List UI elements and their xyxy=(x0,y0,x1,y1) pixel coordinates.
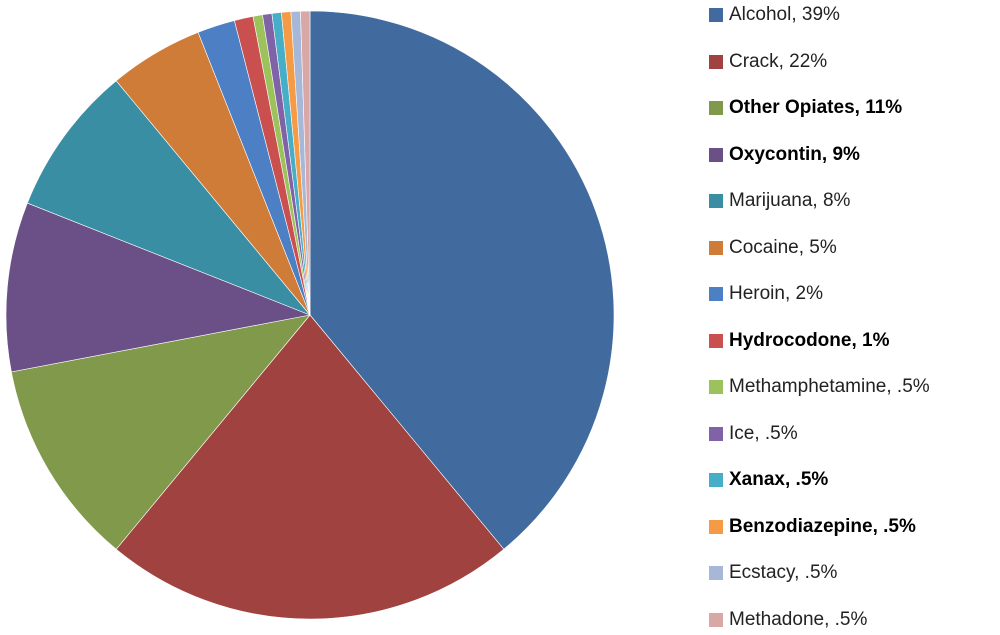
pie-slice-0 xyxy=(309,10,615,550)
legend-label: Crack, 22% xyxy=(729,50,828,72)
legend-item-13: Methadone, .5% xyxy=(709,605,867,635)
legend-label: Cocaine, 5% xyxy=(729,236,837,258)
legend-swatch xyxy=(709,380,723,394)
pie-slice-3 xyxy=(5,202,312,373)
legend-swatch xyxy=(709,612,723,627)
legend-label: Alcohol, 39% xyxy=(729,4,840,25)
legend-item-4: Marijuana, 8% xyxy=(709,186,850,216)
pie-chart xyxy=(5,10,615,620)
pie-slice-13 xyxy=(300,10,311,316)
legend-swatch xyxy=(709,519,723,534)
legend: Alcohol, 39% Crack, 22% Other Opiates, 11%… xyxy=(709,0,1000,635)
legend-label: Xanax, .5% xyxy=(729,469,829,490)
legend-swatch xyxy=(709,147,723,162)
legend-item-12: Ecstacy, .5% xyxy=(709,558,837,588)
legend-swatch xyxy=(709,8,723,22)
legend-item-1: Crack, 22% xyxy=(709,47,827,77)
legend-swatch xyxy=(709,333,723,348)
legend-swatch xyxy=(709,566,723,580)
legend-swatch xyxy=(709,426,723,441)
legend-item-10: Xanax, .5% xyxy=(709,465,828,495)
legend-item-6: Heroin, 2% xyxy=(709,279,823,309)
legend-label: Benzodiazepine, .5% xyxy=(729,515,916,537)
legend-label: Hydrocodone, 1% xyxy=(729,329,890,351)
legend-swatch xyxy=(709,194,723,208)
legend-label: Ice, .5% xyxy=(729,422,798,444)
legend-swatch xyxy=(709,287,723,301)
legend-item-2: Other Opiates, 11% xyxy=(709,93,902,123)
legend-label: Other Opiates, 11% xyxy=(729,97,903,118)
legend-label: Marijuana, 8% xyxy=(729,190,851,211)
legend-swatch xyxy=(709,54,723,69)
pie-slice-4 xyxy=(26,80,311,316)
legend-item-5: Cocaine, 5% xyxy=(709,233,837,263)
pie-slice-2 xyxy=(11,314,311,550)
legend-item-11: Benzodiazepine, .5% xyxy=(709,512,916,542)
legend-item-7: Hydrocodone, 1% xyxy=(709,326,889,356)
legend-item-3: Oxycontin, 9% xyxy=(709,140,860,170)
legend-label: Oxycontin, 9% xyxy=(729,143,860,165)
legend-swatch xyxy=(709,101,723,115)
legend-swatch xyxy=(709,240,723,255)
legend-label: Ecstacy, .5% xyxy=(729,562,838,583)
legend-swatch xyxy=(709,473,723,487)
legend-label: Methamphetamine, .5% xyxy=(729,376,930,397)
pie-slice-1 xyxy=(115,314,505,620)
legend-item-0: Alcohol, 39% xyxy=(709,0,840,30)
legend-label: Methadone, .5% xyxy=(729,608,868,630)
legend-label: Heroin, 2% xyxy=(729,283,823,304)
legend-item-8: Methamphetamine, .5% xyxy=(709,372,930,402)
legend-item-9: Ice, .5% xyxy=(709,419,798,449)
